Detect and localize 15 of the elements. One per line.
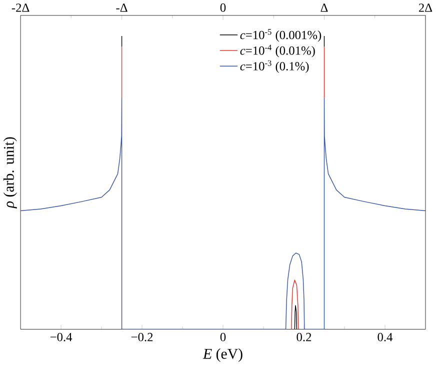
x2-tick-label: 0 xyxy=(220,3,226,12)
x2-tick-label: -Δ xyxy=(116,3,128,12)
x-tick-label: 0 xyxy=(220,332,226,342)
x2-tick-label: Δ xyxy=(320,3,328,12)
x2-tick-label: -2Δ xyxy=(12,3,30,12)
x-axis-title: E (eV) xyxy=(202,348,242,362)
legend-label: c=10$^{-4}$ (0.01%) xyxy=(240,44,315,58)
legend-label: c=10$^{-5}$ (0.001%) xyxy=(240,29,322,42)
y-axis-title: ρ (arb. unit) xyxy=(3,137,17,208)
x-tick-label: −0.2 xyxy=(131,332,153,342)
x-tick-label: −0.4 xyxy=(50,332,72,342)
legend-label: c=10$^{-3}$ (0.1%) xyxy=(240,60,309,73)
x-tick-label: 0.4 xyxy=(378,332,393,342)
x2-tick-label: 2Δ xyxy=(418,3,432,12)
x-tick-label: 0.2 xyxy=(296,332,312,342)
